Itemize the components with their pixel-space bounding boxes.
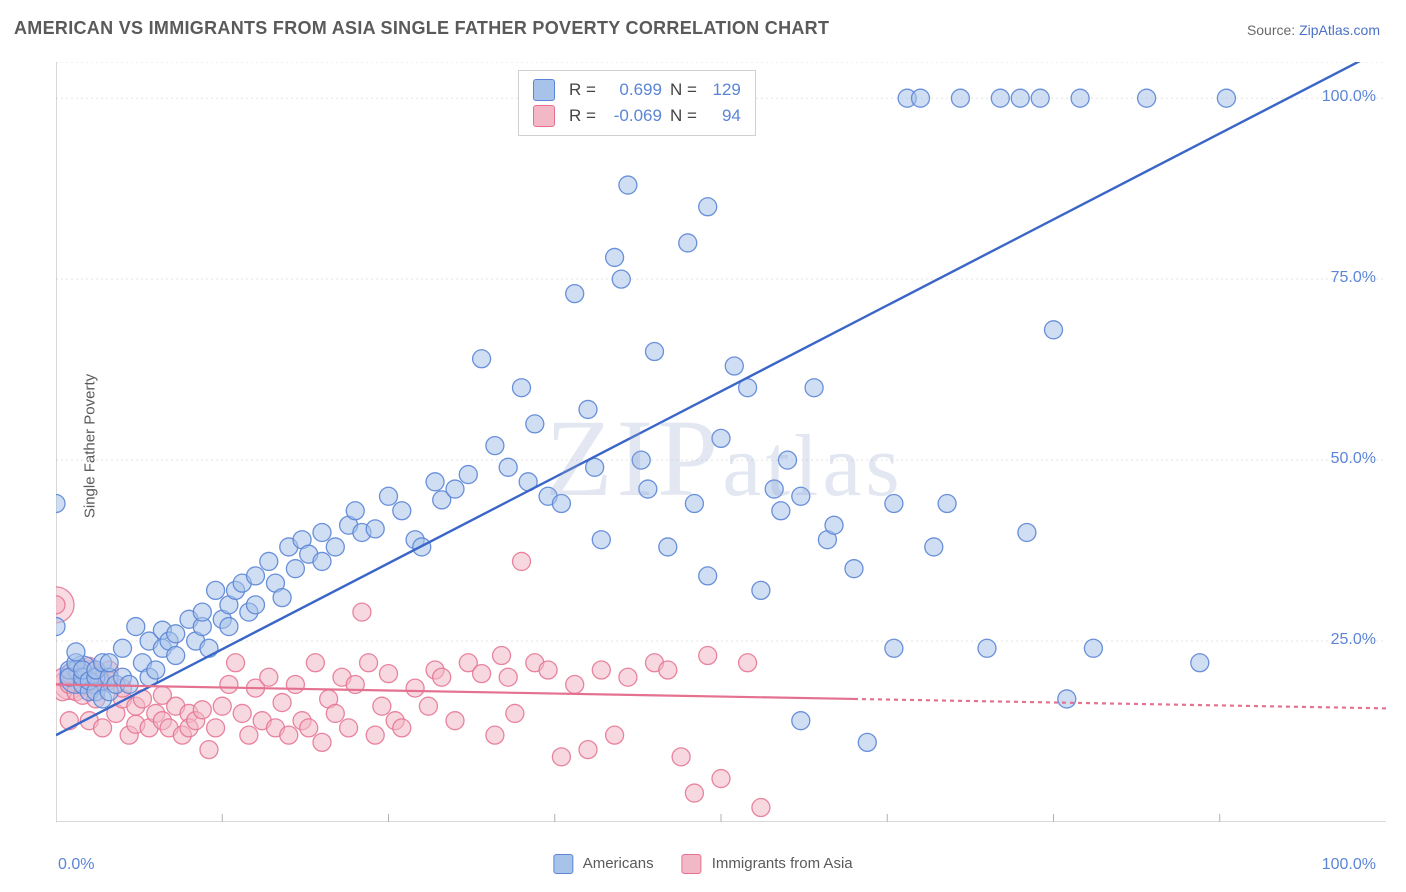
stats-R-label: R = bbox=[569, 106, 596, 126]
stats-legend-box: R = 0.699 N = 129 R = -0.069 N = 94 bbox=[518, 70, 756, 136]
x-axis-max-label: 100.0% bbox=[1322, 856, 1376, 874]
legend-item-americans: Americans bbox=[553, 854, 653, 874]
ytick-label: 100.0% bbox=[1322, 88, 1376, 106]
stats-N-label: N = bbox=[670, 80, 697, 100]
legend-label-immigrants: Immigrants from Asia bbox=[712, 855, 853, 872]
source-prefix: Source: bbox=[1247, 22, 1299, 38]
source-link[interactable]: ZipAtlas.com bbox=[1299, 22, 1380, 38]
stats-N-label: N = bbox=[670, 106, 697, 126]
legend-swatch-americans bbox=[553, 854, 573, 874]
ytick-label: 50.0% bbox=[1331, 450, 1376, 468]
plot-area bbox=[56, 62, 1386, 822]
legend-label-americans: Americans bbox=[583, 855, 654, 872]
x-axis-min-label: 0.0% bbox=[58, 856, 94, 874]
stats-row-americans: R = 0.699 N = 129 bbox=[533, 77, 741, 103]
stats-R-label: R = bbox=[569, 80, 596, 100]
stats-N-value-americans: 129 bbox=[705, 80, 741, 100]
stats-swatch-americans bbox=[533, 79, 555, 101]
source-label: Source: ZipAtlas.com bbox=[1247, 22, 1380, 38]
stats-N-value-immigrants: 94 bbox=[705, 106, 741, 126]
ytick-label: 25.0% bbox=[1331, 631, 1376, 649]
legend-swatch-immigrants bbox=[682, 854, 702, 874]
legend-item-immigrants: Immigrants from Asia bbox=[682, 854, 853, 874]
stats-R-value-americans: 0.699 bbox=[604, 80, 662, 100]
stats-R-value-immigrants: -0.069 bbox=[604, 106, 662, 126]
legend: Americans Immigrants from Asia bbox=[553, 854, 852, 874]
stats-swatch-immigrants bbox=[533, 105, 555, 127]
ytick-label: 75.0% bbox=[1331, 269, 1376, 287]
stats-row-immigrants: R = -0.069 N = 94 bbox=[533, 103, 741, 129]
chart-title: AMERICAN VS IMMIGRANTS FROM ASIA SINGLE … bbox=[14, 18, 829, 39]
scatter-plot-svg bbox=[56, 62, 1386, 822]
